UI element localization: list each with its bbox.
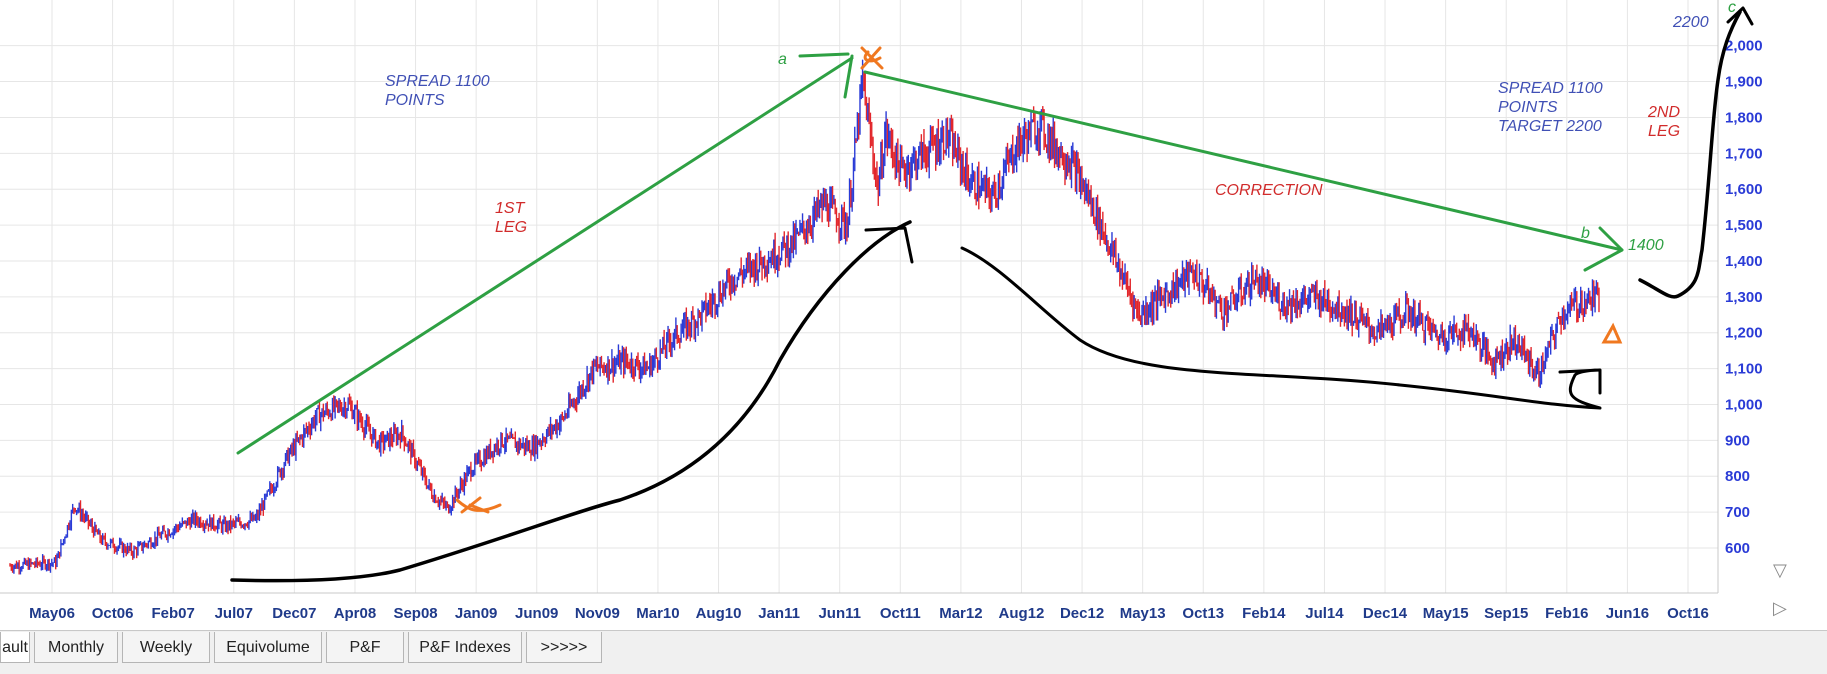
tab-pf[interactable]: P&F bbox=[326, 632, 404, 663]
chart-canvas: 600 700 800 900 1,000 1,100 1,200 1,300 1,400 1,5… bbox=[0, 0, 1763, 622]
label-a: a bbox=[778, 51, 787, 68]
y-tick-label: 700 bbox=[1725, 504, 1750, 521]
x-tick-label: Oct13 bbox=[1182, 605, 1224, 622]
scroll-down-icon[interactable]: ▽ bbox=[1773, 560, 1787, 581]
y-tick-label: 1,600 bbox=[1725, 181, 1763, 198]
x-tick-label: Feb07 bbox=[152, 605, 195, 622]
value-2200-label: 2200 bbox=[1672, 14, 1709, 31]
label-c-arrowhead bbox=[1726, 6, 1754, 26]
x-tick-label: Feb16 bbox=[1545, 605, 1588, 622]
x-tick-label: May13 bbox=[1120, 605, 1166, 622]
orange-markers bbox=[455, 46, 1623, 514]
y-tick-label: 1,000 bbox=[1725, 396, 1763, 413]
x-tick-label: Oct06 bbox=[92, 605, 134, 622]
x-tick-label: Aug12 bbox=[999, 605, 1045, 622]
y-tick-label: 1,100 bbox=[1725, 361, 1763, 378]
x-tick-label: Dec12 bbox=[1060, 605, 1104, 622]
x-tick-label: Sep15 bbox=[1484, 605, 1528, 622]
x-tick-label: Jun16 bbox=[1606, 605, 1649, 622]
x-tick-label: Oct16 bbox=[1667, 605, 1709, 622]
orange-triangle-marker bbox=[1601, 322, 1623, 344]
trend-annotations bbox=[230, 6, 1754, 583]
first-leg-line-2: LEG bbox=[495, 219, 527, 236]
y-tick-label: 800 bbox=[1725, 468, 1750, 485]
y-axis-ticks: 600 700 800 900 1,000 1,100 1,200 1,300 1,400 1,5… bbox=[1725, 38, 1763, 557]
cup-curve-right bbox=[960, 246, 1602, 410]
x-tick-label: Jul14 bbox=[1305, 605, 1344, 622]
x-tick-label: Nov09 bbox=[575, 605, 620, 622]
x-tick-label: Dec14 bbox=[1363, 605, 1408, 622]
spread-right-line-3: TARGET 2200 bbox=[1498, 118, 1602, 135]
y-tick-label: 1,900 bbox=[1725, 74, 1763, 91]
x-tick-label: Dec07 bbox=[272, 605, 316, 622]
x-tick-label: Jun11 bbox=[818, 605, 861, 622]
x-tick-label: May06 bbox=[29, 605, 75, 622]
second-leg-line-1: 2ND bbox=[1647, 104, 1680, 121]
tab-more[interactable]: >>>>> bbox=[526, 632, 602, 663]
y-tick-label: 1,800 bbox=[1725, 109, 1763, 126]
x-tick-label: Sep08 bbox=[393, 605, 437, 622]
resistance-trendline bbox=[863, 70, 1624, 252]
tab-pf-indexes[interactable]: P&F Indexes bbox=[408, 632, 522, 663]
tab-equivolume[interactable]: Equivolume bbox=[214, 632, 322, 663]
orange-cross-marker bbox=[860, 46, 884, 70]
x-tick-label: Jun09 bbox=[515, 605, 558, 622]
tab-default[interactable]: ault bbox=[0, 632, 30, 663]
x-tick-label: Oct11 bbox=[880, 605, 921, 622]
first-leg-line-1: 1ST bbox=[495, 200, 526, 217]
second-leg-curve bbox=[1638, 10, 1742, 299]
label-b: b bbox=[1581, 225, 1590, 242]
label-c: c bbox=[1728, 0, 1736, 16]
scroll-right-icon[interactable]: ▷ bbox=[1773, 598, 1787, 619]
x-tick-label: Mar12 bbox=[939, 605, 982, 622]
tab-weekly[interactable]: Weekly bbox=[122, 632, 210, 663]
x-tick-label: Jul07 bbox=[215, 605, 253, 622]
y-tick-label: 1,200 bbox=[1725, 325, 1763, 342]
first-leg-trendline bbox=[236, 56, 854, 455]
spread-right-line-1: SPREAD 1100 bbox=[1498, 80, 1603, 97]
y-tick-label: 900 bbox=[1725, 432, 1750, 449]
second-leg-line-2: LEG bbox=[1648, 123, 1680, 140]
x-tick-label: Aug10 bbox=[696, 605, 742, 622]
y-tick-label: 1,300 bbox=[1725, 289, 1763, 306]
grid bbox=[0, 0, 1718, 593]
cup-curve-left bbox=[230, 220, 912, 583]
x-tick-label: Feb14 bbox=[1242, 605, 1286, 622]
y-tick-label: 2,000 bbox=[1725, 38, 1763, 55]
spread-left-line-2: POINTS bbox=[385, 92, 445, 109]
x-tick-label: Mar10 bbox=[636, 605, 679, 622]
value-1400-label: 1400 bbox=[1628, 237, 1664, 254]
y-tick-label: 600 bbox=[1725, 540, 1750, 557]
peak-marker bbox=[864, 226, 914, 264]
orange-low-marker bbox=[455, 496, 502, 514]
price-series bbox=[9, 59, 1600, 575]
x-tick-label: May15 bbox=[1423, 605, 1469, 622]
y-tick-label: 1,700 bbox=[1725, 145, 1763, 162]
correction-label: CORRECTION bbox=[1215, 182, 1323, 199]
tab-monthly[interactable]: Monthly bbox=[34, 632, 118, 663]
x-axis-ticks: May06 Oct06 Feb07 Jul07 Dec07 Apr08 Sep08 Jan09… bbox=[29, 605, 1709, 622]
chart-tab-bar: ault Monthly Weekly Equivolume P&F P&F I… bbox=[0, 630, 1827, 674]
spread-right-line-2: POINTS bbox=[1498, 99, 1558, 116]
y-tick-label: 1,400 bbox=[1725, 253, 1763, 270]
spread-left-line-1: SPREAD 1100 bbox=[385, 73, 490, 90]
y-tick-label: 1,500 bbox=[1725, 217, 1763, 234]
x-tick-label: Jan11 bbox=[758, 605, 800, 622]
x-tick-label: Apr08 bbox=[334, 605, 377, 622]
label-a-arrow bbox=[798, 52, 854, 99]
x-tick-label: Jan09 bbox=[455, 605, 498, 622]
label-b-arrow bbox=[1583, 226, 1624, 272]
